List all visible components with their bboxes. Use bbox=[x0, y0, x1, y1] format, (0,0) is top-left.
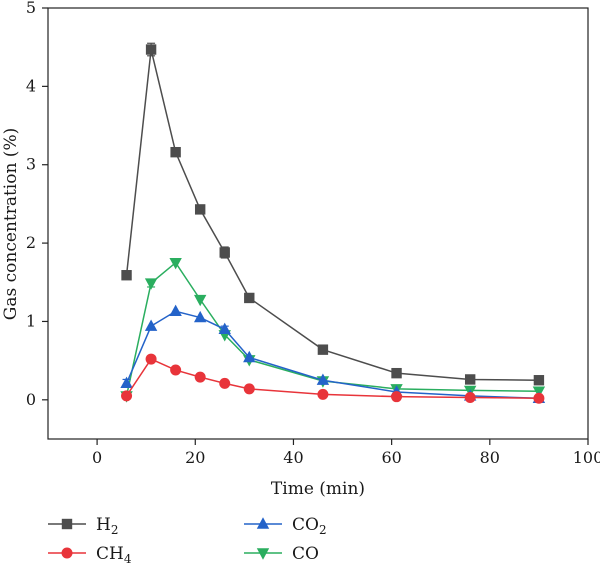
data-point-co bbox=[193, 294, 207, 307]
series-line-co bbox=[125, 261, 539, 397]
data-point-h2 bbox=[244, 292, 255, 304]
data-point-ch4 bbox=[243, 383, 255, 395]
data-point-co2 bbox=[120, 376, 133, 389]
data-point-h2 bbox=[219, 247, 230, 258]
legend-marker-h2 bbox=[61, 518, 73, 530]
data-point-co2 bbox=[316, 373, 330, 385]
data-point-co2 bbox=[218, 322, 231, 334]
data-point-ch4 bbox=[170, 364, 182, 376]
y-tick-label: 0 bbox=[26, 390, 36, 409]
data-point-co2 bbox=[144, 319, 158, 331]
series-line-ch4 bbox=[125, 358, 539, 400]
data-point-ch4 bbox=[121, 390, 133, 402]
y-tick-label: 3 bbox=[26, 155, 36, 174]
x-tick-label: 100 bbox=[573, 448, 600, 467]
y-axis-title: Gas concentration (%) bbox=[1, 128, 21, 320]
data-point-h2 bbox=[121, 270, 132, 281]
data-point-ch4 bbox=[533, 392, 545, 404]
x-tick-label: 80 bbox=[480, 448, 500, 467]
y-tick-label: 5 bbox=[26, 0, 36, 17]
y-tick-label: 2 bbox=[26, 233, 36, 252]
series-line-h2 bbox=[125, 49, 539, 381]
data-point-h2 bbox=[464, 374, 476, 385]
data-point-h2 bbox=[145, 44, 157, 55]
x-tick-label: 40 bbox=[283, 448, 303, 467]
data-point-ch4 bbox=[317, 388, 329, 400]
data-point-h2 bbox=[170, 146, 181, 158]
x-tick-label: 0 bbox=[92, 448, 102, 467]
legend-label-ch4: CH4 bbox=[96, 544, 132, 566]
data-point-co2 bbox=[243, 350, 256, 363]
y-tick-label: 1 bbox=[26, 311, 36, 330]
data-point-co bbox=[144, 278, 158, 290]
data-point-h2 bbox=[317, 344, 329, 355]
legend-label-co2: CO2 bbox=[292, 515, 327, 537]
legend-marker-co bbox=[256, 548, 270, 560]
data-point-h2 bbox=[194, 204, 206, 215]
legend-marker-ch4 bbox=[61, 547, 73, 559]
series-line-co2 bbox=[125, 310, 539, 400]
data-point-h2 bbox=[391, 367, 402, 379]
legend-label-co: CO bbox=[292, 544, 319, 564]
data-point-ch4 bbox=[391, 391, 403, 403]
plot-frame bbox=[47, 7, 589, 440]
x-axis-title: Time (min) bbox=[271, 479, 365, 499]
data-point-ch4 bbox=[464, 391, 476, 403]
data-point-co2 bbox=[169, 304, 182, 316]
legend-marker-co2 bbox=[256, 517, 270, 529]
data-point-ch4 bbox=[194, 371, 206, 383]
data-point-h2 bbox=[533, 375, 545, 386]
data-point-ch4 bbox=[219, 377, 231, 389]
legend-label-h2: H2 bbox=[96, 515, 118, 537]
y-tick-label: 4 bbox=[26, 76, 36, 95]
data-point-co bbox=[169, 257, 182, 270]
data-point-ch4 bbox=[145, 353, 157, 365]
data-point-co2 bbox=[193, 310, 207, 323]
x-tick-label: 60 bbox=[381, 448, 401, 467]
x-tick-label: 20 bbox=[185, 448, 205, 467]
